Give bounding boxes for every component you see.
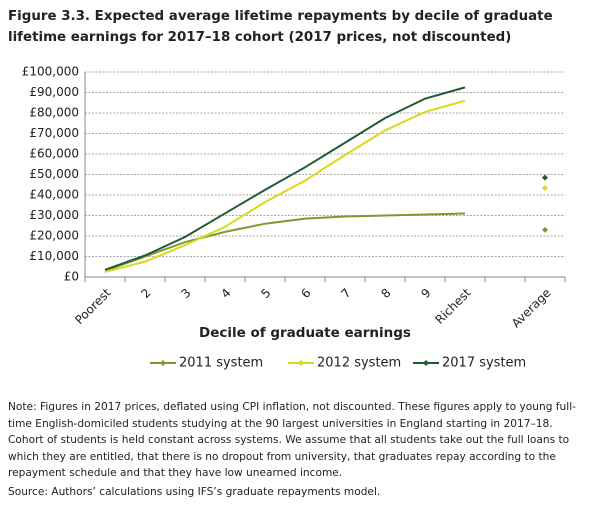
x-tick-label: Average <box>509 286 554 331</box>
x-tick-label: 9 <box>418 286 433 301</box>
chart: Decile of graduate earnings £0 £10,000 £20… <box>22 65 566 371</box>
legend-label: 2011 system <box>179 356 263 371</box>
y-tick-label: £70,000 <box>29 126 79 140</box>
x-tick-label: 5 <box>258 286 273 301</box>
x-tick-label: Poorest <box>72 285 114 327</box>
x-tick-label: 8 <box>378 286 393 301</box>
chart-title: Figure 3.3. Expected average lifetime re… <box>8 9 553 45</box>
x-tick-label: 3 <box>178 286 193 301</box>
x-axis-label: Decile of graduate earnings <box>199 325 411 341</box>
y-tick-label: £0 <box>64 270 79 284</box>
x-tick-label: 4 <box>218 286 233 301</box>
series-line <box>105 87 545 269</box>
legend-marker <box>298 360 304 366</box>
source: Source: Authors’ calculations using IFS’… <box>8 486 381 498</box>
note: Note: Figures in 2017 prices, deflated u… <box>8 401 576 479</box>
x-tick-label: 6 <box>298 286 313 301</box>
y-tick-label: £90,000 <box>29 85 79 99</box>
x-tick-label: Richest <box>432 285 473 326</box>
point-marker <box>542 226 548 233</box>
y-tick-label: £20,000 <box>29 229 79 243</box>
point-marker <box>542 174 548 181</box>
y-tick-label: £40,000 <box>29 188 79 202</box>
series-line <box>105 213 545 270</box>
y-tick-label: £80,000 <box>29 106 79 120</box>
y-tick-label: £100,000 <box>22 65 79 79</box>
legend-marker <box>160 360 166 366</box>
legend-label: 2012 system <box>317 356 401 371</box>
point-marker <box>542 184 548 191</box>
x-tick-label: 2 <box>138 286 153 301</box>
y-tick-label: £30,000 <box>29 208 79 222</box>
y-tick-label: £10,000 <box>29 249 79 263</box>
legend-label: 2017 system <box>442 356 526 371</box>
y-tick-label: £50,000 <box>29 167 79 181</box>
legend-marker <box>423 360 429 366</box>
x-tick-label: 7 <box>338 286 353 301</box>
y-tick-label: £60,000 <box>29 147 79 161</box>
